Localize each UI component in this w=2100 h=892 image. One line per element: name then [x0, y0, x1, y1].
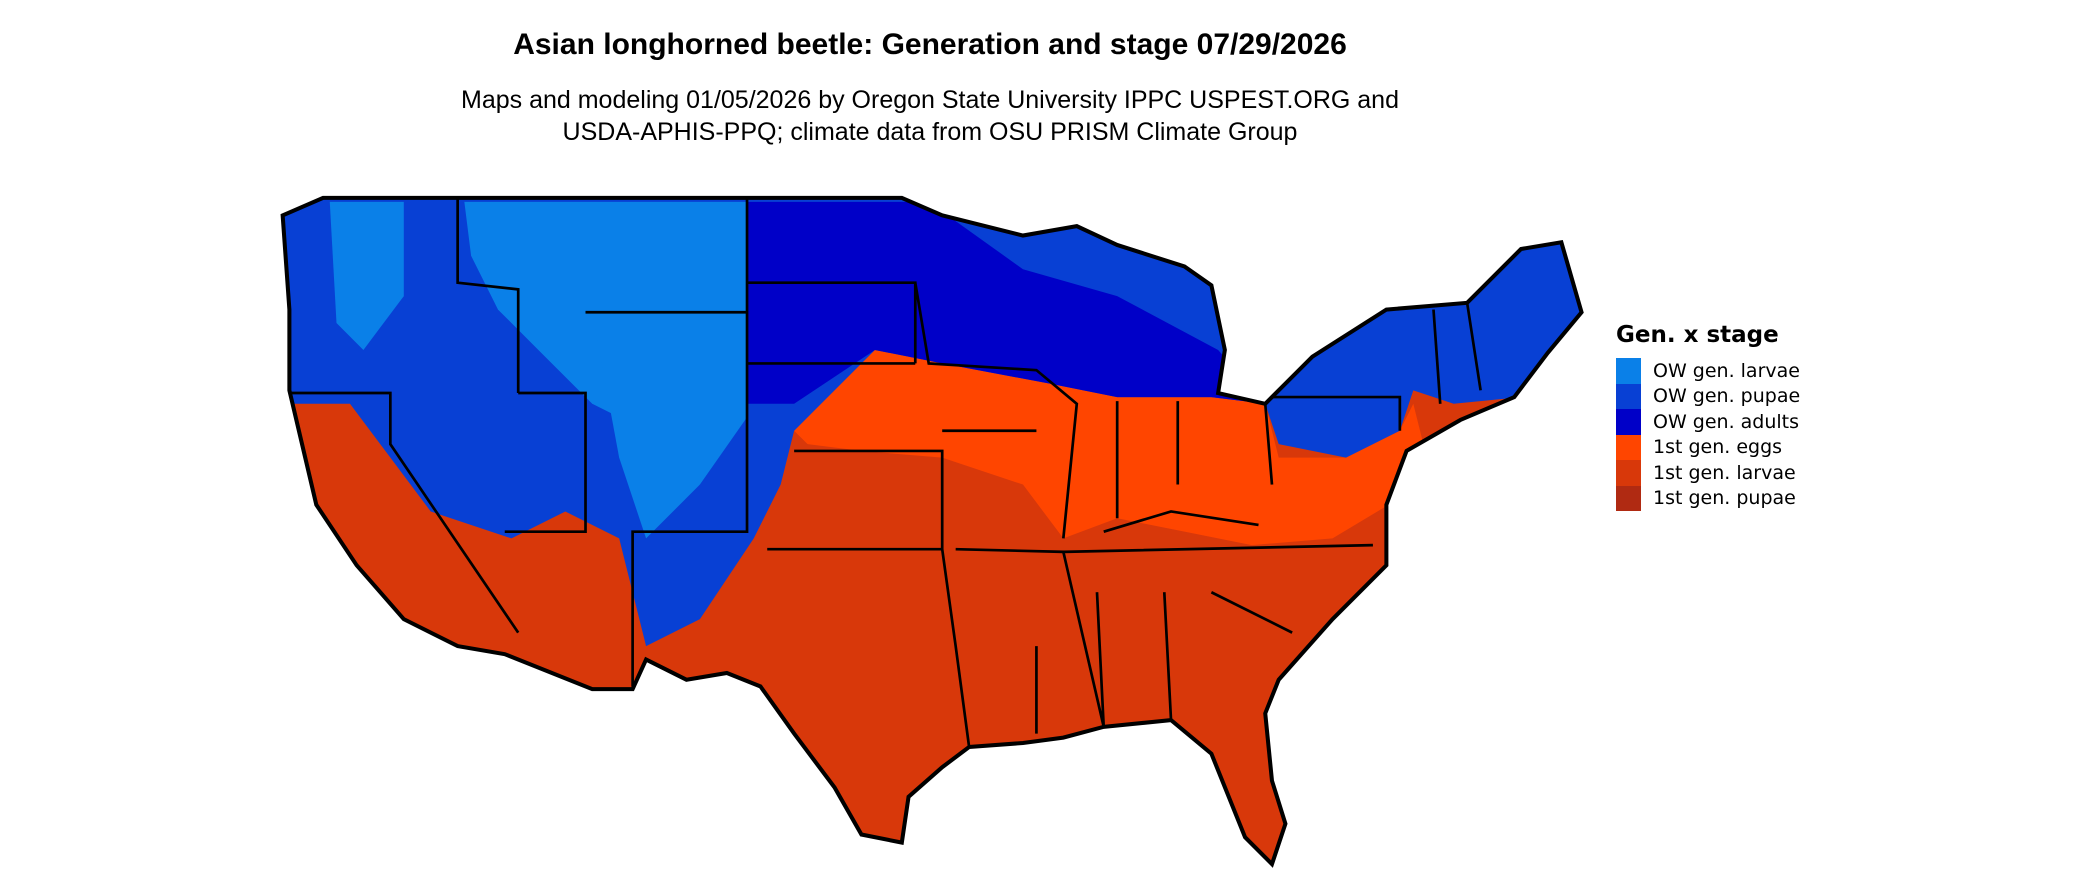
- legend-item: OW gen. larvae: [1616, 358, 1800, 384]
- legend-label: OW gen. pupae: [1653, 385, 1801, 408]
- legend-swatch: [1616, 358, 1641, 384]
- region-ow-gen-adults: [747, 201, 1266, 404]
- legend-item: OW gen. pupae: [1616, 383, 1801, 409]
- legend-label: OW gen. adults: [1653, 410, 1800, 433]
- legend-label: OW gen. larvae: [1653, 359, 1800, 382]
- legend-item: 1st gen. larvae: [1616, 460, 1800, 486]
- legend-label: 1st gen. eggs: [1653, 436, 1783, 459]
- legend-swatch: [1616, 409, 1641, 435]
- legend-label: 1st gen. pupae: [1653, 487, 1796, 510]
- subtitle-line-2: USDA-APHIS-PPQ; climate data from OSU PR…: [562, 118, 1298, 146]
- state-borders: [289, 197, 1482, 748]
- subtitle-line-1: Maps and modeling 01/05/2026 by Oregon S…: [461, 86, 1399, 114]
- legend-item: 1st gen. pupae: [1616, 485, 1800, 511]
- legend-title: Gen. x stage: [1616, 322, 1779, 348]
- region-ow-gen-larvae-cascades: [329, 201, 404, 350]
- region-1st-gen-eggs: [794, 349, 1427, 546]
- legend-swatch: [1616, 460, 1641, 486]
- legend-item: 1st gen. eggs: [1616, 434, 1800, 460]
- legend-label: 1st gen. larvae: [1653, 461, 1796, 484]
- legend-item: OW gen. adults: [1616, 409, 1800, 435]
- map-title: Asian longhorned beetle: Generation and …: [513, 28, 1347, 61]
- legend-swatch: [1616, 434, 1641, 460]
- region-ow-gen-larvae-rockies: [592, 312, 748, 539]
- legend-swatch: [1616, 485, 1641, 511]
- map-subtitle: Maps and modeling 01/05/2026 by Oregon S…: [0, 84, 1860, 148]
- legend: Gen. x stage OW gen. larvae OW gen. pupae…: [1616, 322, 1800, 511]
- legend-swatch: [1616, 383, 1641, 409]
